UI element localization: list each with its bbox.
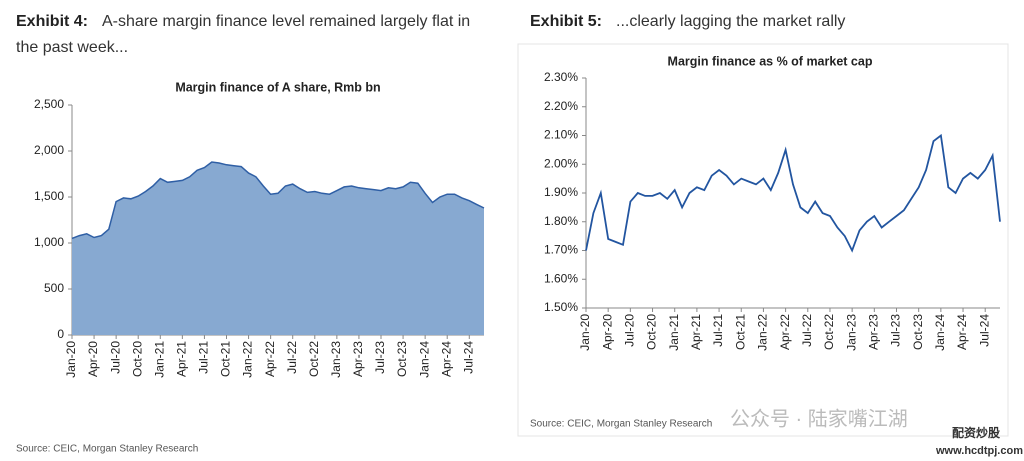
x-tick-label: Jan-22	[756, 314, 770, 351]
watermark: 配资炒股	[952, 425, 1001, 440]
heading: ...clearly lagging the market rally	[616, 13, 846, 30]
header: Exhibit 4: A-share margin finance level r…	[16, 9, 496, 61]
heading: A-share margin finance level remained la…	[16, 13, 471, 56]
area-line	[71, 161, 485, 240]
header: Exhibit 5: ...clearly lagging the market …	[530, 9, 1010, 35]
x-tick-label: Oct-22	[307, 341, 321, 377]
x-tick-label: Oct-23	[911, 314, 925, 350]
x-tick-label: Jul-20	[623, 314, 637, 347]
chart-title: Margin finance as % of market cap	[668, 54, 873, 68]
x-tick-label: Oct-21	[219, 341, 233, 377]
x-tick-label: Apr-22	[263, 341, 277, 377]
x-tick-label: Apr-24	[439, 341, 453, 377]
x-tick-label: Apr-24	[955, 314, 969, 350]
x-tick-label: Jul-23	[889, 314, 903, 347]
x-tick-label: Jan-23	[844, 314, 858, 351]
x-tick-label: Jan-21	[152, 341, 166, 378]
y-tick-label: 0	[57, 327, 64, 341]
x-tick-label: Apr-21	[175, 341, 189, 377]
x-tick-label: Jul-20	[108, 341, 122, 374]
x-tick-label: Oct-23	[395, 341, 409, 377]
x-tick-label: Jul-21	[711, 314, 725, 347]
x-tick-label: Jul-22	[800, 314, 814, 347]
y-tick-label: 1.70%	[544, 243, 578, 257]
line	[585, 133, 1001, 253]
watermark: 公众号 · 陆家嘴江湖	[730, 407, 908, 430]
y-tick-label: 1,500	[34, 189, 64, 203]
chart-title: Margin finance of A share, Rmb bn	[175, 80, 380, 94]
x-tick-label: Apr-21	[689, 314, 703, 350]
panel-border	[517, 43, 1009, 437]
x-tick-label: Apr-22	[778, 314, 792, 350]
y-tick-label: 2.10%	[544, 128, 578, 142]
y-tick-label: 1.80%	[544, 214, 578, 228]
x-tick-label: Jan-21	[667, 314, 681, 351]
x-tick-label: Apr-23	[866, 314, 880, 350]
source: Source: CEIC, Morgan Stanley Research	[16, 444, 198, 455]
x-tick-label: Jul-24	[977, 314, 991, 347]
x-tick-label: Jan-24	[933, 314, 947, 351]
x-tick-label: Apr-20	[86, 341, 100, 377]
x-tick-label: Apr-23	[351, 341, 365, 377]
y-tick-label: 1.60%	[544, 271, 578, 285]
y-tick-label: 2.00%	[544, 156, 578, 170]
source: Source: CEIC, Morgan Stanley Research	[530, 419, 712, 430]
x-tick-label: Jan-23	[329, 341, 343, 378]
x-tick-label: Jan-20	[64, 341, 78, 378]
exhibit: Exhibit 4:	[16, 13, 89, 30]
x-tick-label: Oct-20	[130, 341, 144, 377]
x-tick-label: Jul-24	[461, 341, 475, 374]
y-tick-label: 2.30%	[544, 70, 578, 84]
y-tick-label: 2.20%	[544, 99, 578, 113]
x-tick-label: Jan-22	[241, 341, 255, 378]
y-tick-label: 1.90%	[544, 185, 578, 199]
x-tick-label: Jul-23	[373, 341, 387, 374]
y-tick-label: 500	[44, 281, 64, 295]
x-tick-label: Apr-20	[600, 314, 614, 350]
x-tick-label: Oct-21	[733, 314, 747, 350]
y-tick-label: 2,500	[34, 97, 64, 111]
x-tick-label: Jul-22	[285, 341, 299, 374]
x-tick-label: Oct-22	[822, 314, 836, 350]
watermark: www.hcdtpj.com	[935, 445, 1023, 457]
x-tick-label: Jan-20	[578, 314, 592, 351]
x-tick-label: Jan-24	[417, 341, 431, 378]
y-tick-label: 1,000	[34, 235, 64, 249]
area	[72, 162, 484, 335]
x-tick-label: Jul-21	[197, 341, 211, 374]
x-tick-label: Oct-20	[645, 314, 659, 350]
y-tick-label: 2,000	[34, 143, 64, 157]
y-tick-label: 1.50%	[544, 300, 578, 314]
exhibit: Exhibit 5:	[530, 13, 603, 30]
